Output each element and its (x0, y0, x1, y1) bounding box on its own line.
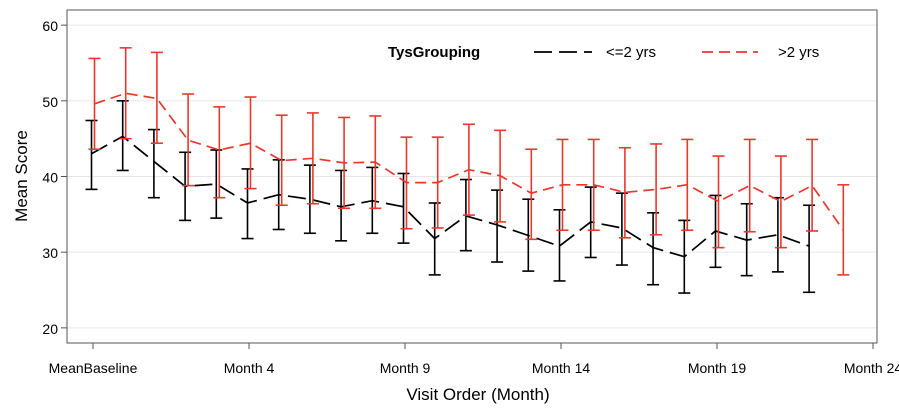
y-tick-label-50: 50 (42, 94, 58, 110)
series-0 (85, 100, 816, 294)
legend-label-gt2: >2 yrs (778, 44, 819, 61)
y-tick-label-60: 60 (42, 18, 58, 34)
x-axis-title: Visit Order (Month) (406, 385, 549, 404)
x-tick-label-0: MeanBaseline (49, 360, 138, 376)
x-tick-label-25: Month 24 (844, 360, 899, 376)
series-1 (88, 47, 850, 276)
series-layer (85, 47, 850, 294)
series-line-1 (94, 92, 844, 231)
legend: TysGrouping <=2 yrs >2 yrs (388, 44, 819, 61)
y-axis-title: Mean Score (12, 130, 31, 222)
x-tick-label-10: Month 9 (380, 360, 431, 376)
legend-label-le2: <=2 yrs (606, 44, 656, 61)
y-axis: 20 30 40 50 60 (42, 18, 67, 337)
x-axis: MeanBaseline Month 4 Month 9 Month 14 Month … (49, 343, 899, 376)
y-tick-label-40: 40 (42, 170, 58, 186)
legend-title: TysGrouping (388, 44, 480, 61)
x-tick-label-15: Month 14 (532, 360, 591, 376)
x-tick-label-5: Month 4 (224, 360, 275, 376)
y-tick-label-20: 20 (42, 321, 58, 337)
gridlines (67, 24, 877, 329)
series-line-0 (91, 135, 810, 258)
x-tick-label-20: Month 19 (688, 360, 747, 376)
y-tick-label-30: 30 (42, 245, 58, 261)
